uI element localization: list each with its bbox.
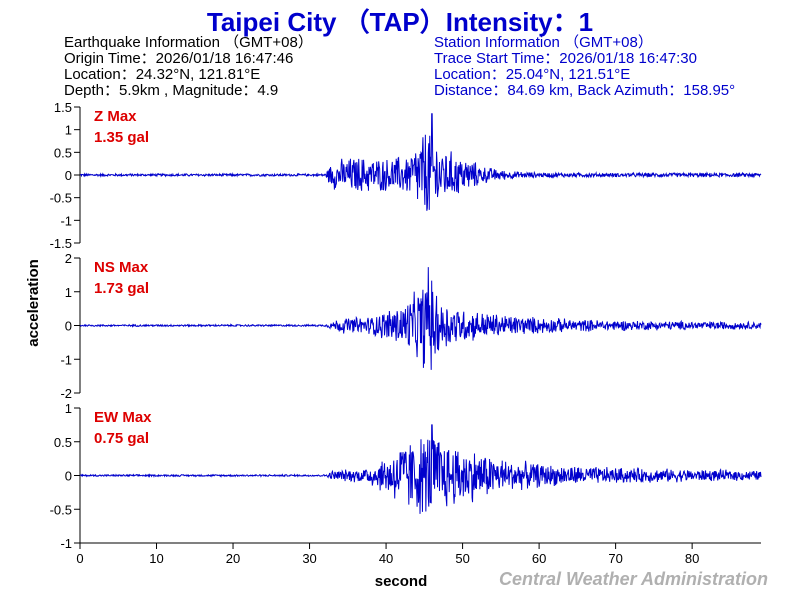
y-tick-label: -1 — [60, 213, 72, 228]
max-label-ns: NS Max — [94, 259, 149, 276]
y-tick-label: 1.5 — [54, 100, 72, 115]
station-heading: Station Information （GMT+08） — [434, 34, 653, 51]
earthquake-heading: Earthquake Information （GMT+08） — [64, 34, 313, 51]
y-tick-label: -1.5 — [50, 236, 72, 251]
y-tick-label: 0.5 — [54, 435, 72, 450]
epicenter-location: Location：24.32°N, 121.81°E — [64, 66, 261, 83]
y-tick-label: 0 — [65, 469, 72, 484]
x-tick-label: 30 — [302, 551, 316, 566]
origin-time: Origin Time：2026/01/18 16:47:46 — [64, 50, 294, 67]
waveform-ew — [79, 424, 762, 514]
x-tick-label: 60 — [532, 551, 546, 566]
max-value-ew: 0.75 gal — [94, 430, 149, 447]
y-tick-label: -0.5 — [50, 502, 72, 517]
x-tick-label: 50 — [455, 551, 469, 566]
y-axis-label: acceleration — [25, 259, 42, 347]
y-tick-label: 2 — [65, 251, 72, 266]
x-tick-label: 20 — [226, 551, 240, 566]
station-info: Station Information （GMT+08） Trace Start… — [434, 35, 735, 99]
waveform-z — [79, 113, 762, 211]
y-tick-label: 1 — [65, 401, 72, 416]
max-label-z: Z Max — [94, 108, 137, 125]
x-tick-label: 0 — [76, 551, 83, 566]
chart-title: Taipei City （TAP）Intensity：1 — [206, 7, 594, 37]
station-location: Location：25.04°N, 121.51°E — [434, 66, 631, 83]
x-tick-label: 70 — [608, 551, 622, 566]
max-value-z: 1.35 gal — [94, 129, 149, 146]
max-value-ns: 1.73 gal — [94, 280, 149, 297]
y-tick-label: 0 — [65, 319, 72, 334]
max-label-ew: EW Max — [94, 409, 152, 426]
y-tick-label: -0.5 — [50, 191, 72, 206]
y-tick-label: 0 — [65, 168, 72, 183]
x-axis-label: second — [375, 573, 428, 590]
y-tick-label: -2 — [60, 386, 72, 401]
y-tick-label: -1 — [60, 536, 72, 551]
y-tick-label: 1 — [65, 285, 72, 300]
waveform-ns — [79, 267, 762, 370]
y-tick-label: 0.5 — [54, 145, 72, 160]
y-tick-label: 1 — [65, 123, 72, 138]
x-tick-label: 40 — [379, 551, 393, 566]
y-tick-label: -1 — [60, 352, 72, 367]
earthquake-info: Earthquake Information （GMT+08） Origin T… — [64, 35, 313, 99]
x-tick-label: 10 — [149, 551, 163, 566]
distance-azimuth: Distance：84.69 km, Back Azimuth：158.95° — [434, 82, 736, 99]
trace-start-time: Trace Start Time：2026/01/18 16:47:30 — [434, 50, 697, 67]
depth-magnitude: Depth：5.9km , Magnitude：4.9 — [64, 82, 279, 99]
footer-credit: Central Weather Administration — [498, 569, 768, 589]
x-tick-label: 80 — [685, 551, 699, 566]
